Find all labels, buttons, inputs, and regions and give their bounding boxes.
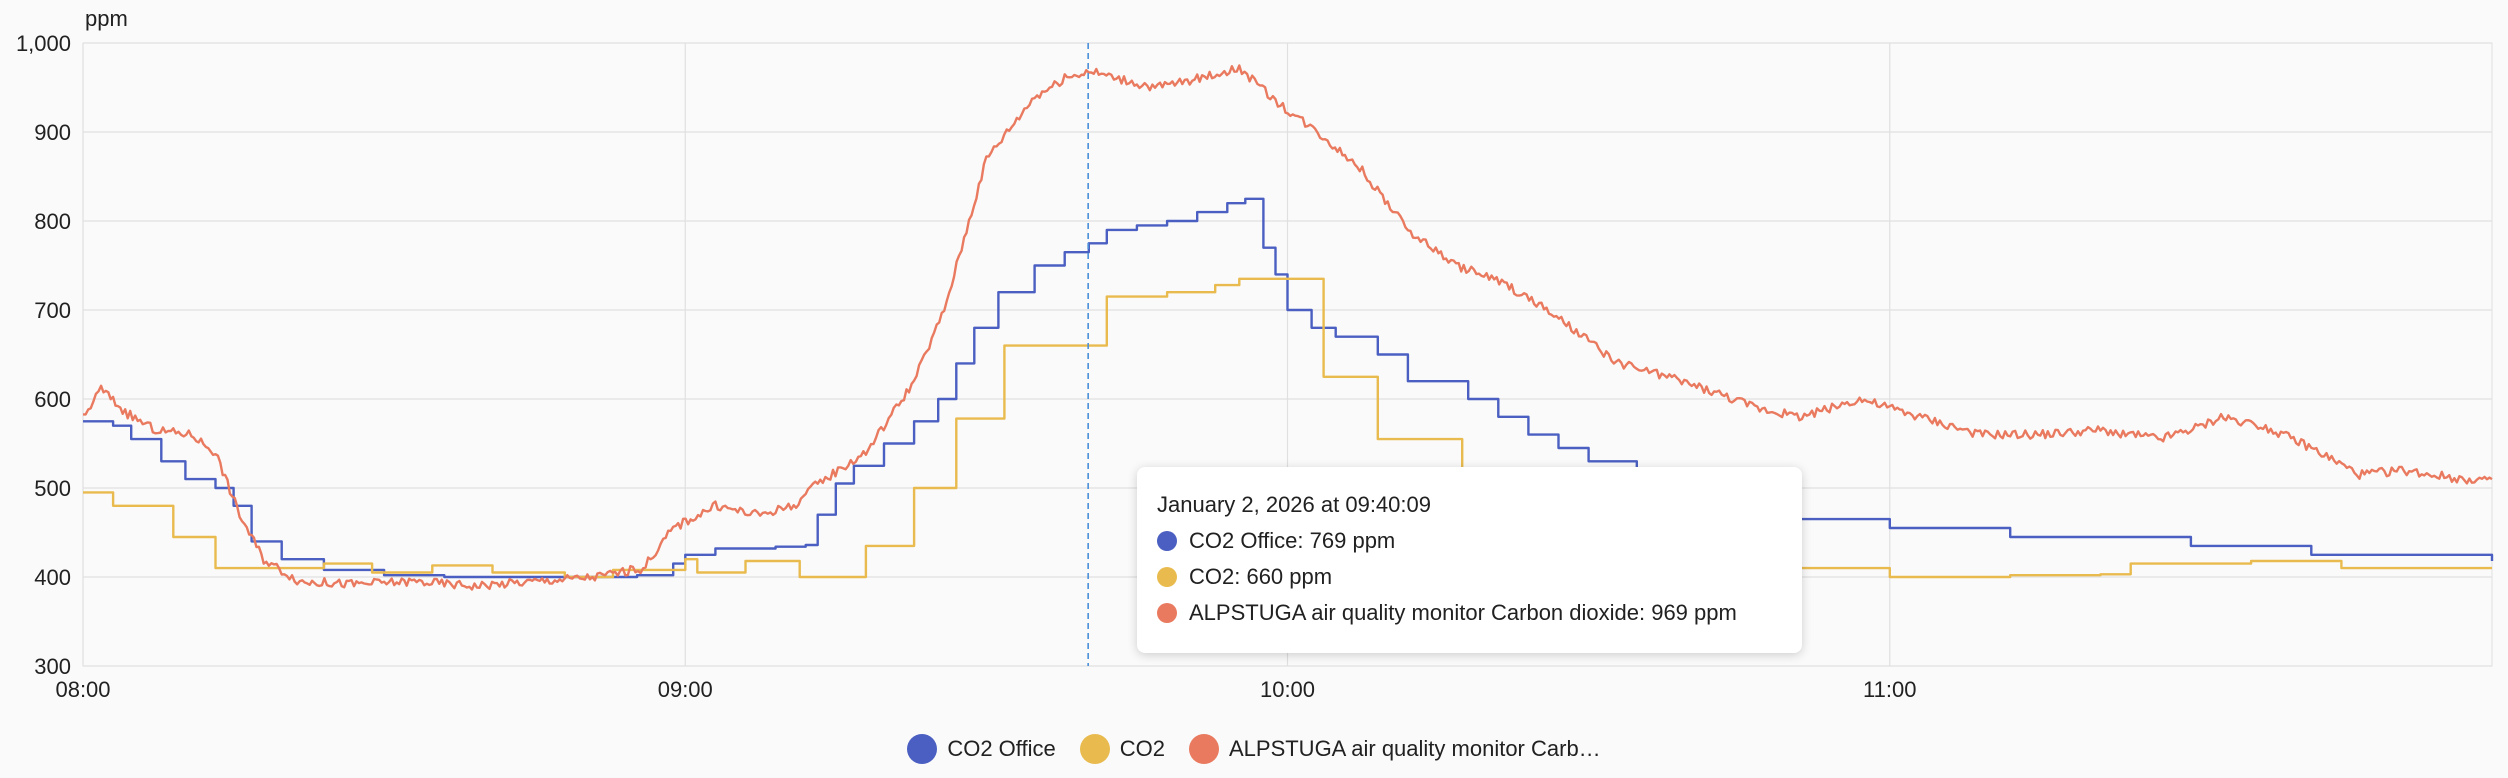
legend-dot-co2-office [907,734,938,764]
series-1 [83,277,2492,579]
tooltip-row-alpstuga: ALPSTUGA air quality monitor Carbon diox… [1157,601,1802,625]
tooltip-dot-alpstuga [1157,603,1177,623]
series-line [83,64,2493,591]
legend-item-co2[interactable]: CO2 [1079,734,1165,764]
x-tick-label: 10:00 [1260,677,1315,702]
y-tick-label: 600 [34,387,71,412]
tooltip-row-co2-office: CO2 Office: 769 ppm [1157,529,1802,553]
legend-dot-alpstuga [1188,734,1219,764]
axes: 300 400 500 600 700 800 900 1,000 08:00 09:00 10:0… [16,6,1917,702]
y-tick-label: 900 [34,120,71,145]
tooltip-value-alpstuga: ALPSTUGA air quality monitor Carbon diox… [1189,600,1737,625]
y-tick-label: 400 [34,565,71,590]
chart-tooltip: January 2, 2026 at 09:40:09 CO2 Office: … [1137,467,1802,653]
x-tick-label: 08:00 [55,677,110,702]
tooltip-value-co2: CO2: 660 ppm [1189,564,1333,589]
legend-label-co2-office: CO2 Office [947,736,1056,761]
tooltip-value-co2-office: CO2 Office: 769 ppm [1189,528,1396,553]
series-2 [83,64,2493,591]
tooltip-dot-co2 [1157,567,1177,587]
tooltip-dot-co2-office [1157,531,1177,551]
y-tick-label: 700 [34,298,71,323]
legend-label-alpstuga: ALPSTUGA air quality monitor Carb… [1228,736,1601,761]
series-line [83,277,2492,579]
legend-item-co2-office[interactable]: CO2 Office [907,734,1056,764]
chart-legend: CO2 Office CO2 ALPSTUGA air quality moni… [0,734,2508,764]
y-tick-label: 1,000 [16,31,71,56]
series-0 [83,197,2494,579]
series-lines [83,64,2494,591]
y-tick-label: 500 [34,476,71,501]
tooltip-row-co2: CO2: 660 ppm [1157,565,1802,589]
tooltip-title: January 2, 2026 at 09:40:09 [1157,492,1431,517]
y-tick-label: 300 [34,654,71,679]
legend-label-co2: CO2 [1119,736,1165,761]
legend-dot-co2 [1079,734,1110,764]
x-tick-label: 09:00 [658,677,713,702]
y-axis-unit: ppm [85,6,128,31]
y-tick-label: 800 [34,209,71,234]
legend-item-alpstuga[interactable]: ALPSTUGA air quality monitor Carb… [1188,734,1601,764]
series-line [83,197,2494,579]
x-tick-label: 11:00 [1863,677,1916,702]
